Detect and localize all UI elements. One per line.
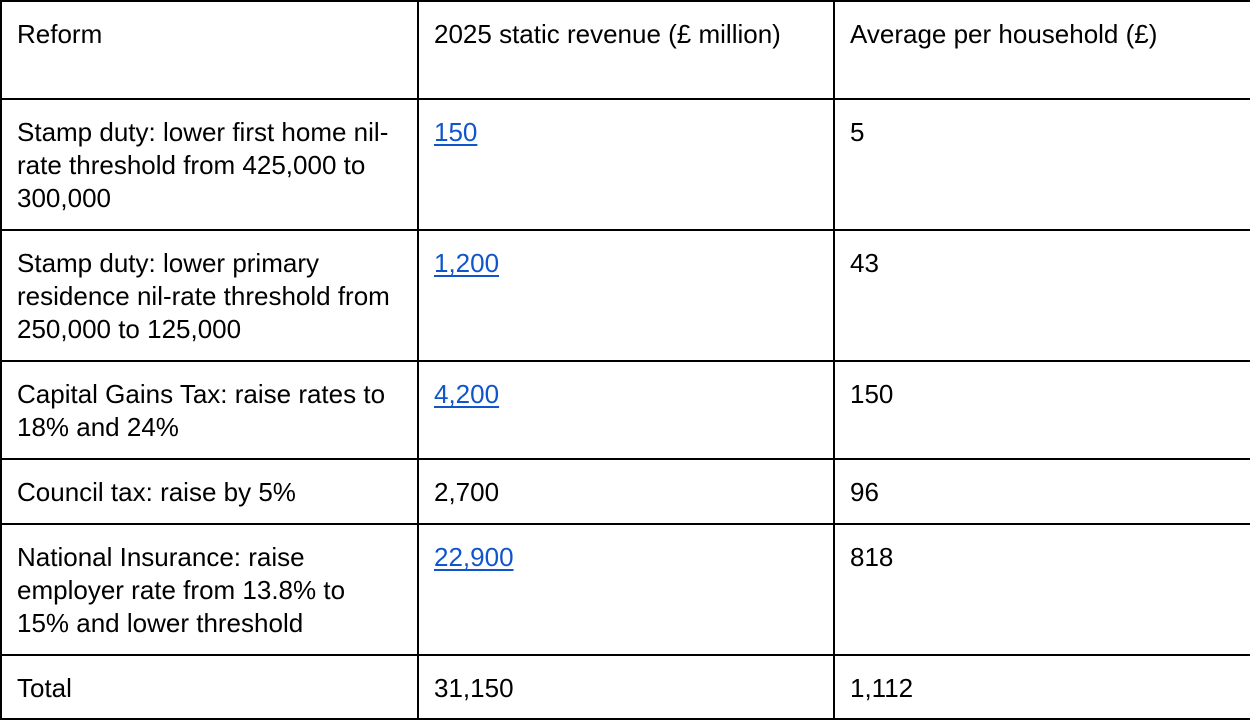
household-cell: 818 [833,523,1250,656]
table-header-row: Reform 2025 static revenue (£ million) A… [0,0,1250,100]
reform-cell: Stamp duty: lower primary residence nil-… [0,229,419,362]
household-cell: 43 [833,229,1250,362]
household-cell: 5 [833,98,1250,231]
total-household-cell: 1,112 [833,654,1250,720]
revenue-link[interactable]: 150 [434,117,478,147]
table-row: National Insurance: raise employer rate … [0,523,1250,656]
header-revenue: 2025 static revenue (£ million) [417,0,835,100]
revenue-cell: 4,200 [417,360,835,460]
table-total-row: Total 31,150 1,112 [0,654,1250,720]
revenue-link[interactable]: 4,200 [434,379,500,409]
revenue-cell: 22,900 [417,523,835,656]
total-revenue-cell: 31,150 [417,654,835,720]
reform-cell: Stamp duty: lower first home nil-rate th… [0,98,419,231]
header-household: Average per household (£) [833,0,1250,100]
household-cell: 150 [833,360,1250,460]
table-row: Capital Gains Tax: raise rates to 18% an… [0,360,1250,460]
revenue-link[interactable]: 1,200 [434,248,500,278]
revenue-link[interactable]: 22,900 [434,542,514,572]
table-row: Council tax: raise by 5% 2,700 96 [0,458,1250,525]
table-row: Stamp duty: lower first home nil-rate th… [0,98,1250,231]
revenue-cell: 2,700 [417,458,835,525]
revenue-cell: 150 [417,98,835,231]
household-cell: 96 [833,458,1250,525]
header-reform: Reform [0,0,419,100]
reform-cell: National Insurance: raise employer rate … [0,523,419,656]
total-label-cell: Total [0,654,419,720]
reform-cell: Council tax: raise by 5% [0,458,419,525]
revenue-cell: 1,200 [417,229,835,362]
reform-cell: Capital Gains Tax: raise rates to 18% an… [0,360,419,460]
table-row: Stamp duty: lower primary residence nil-… [0,229,1250,362]
